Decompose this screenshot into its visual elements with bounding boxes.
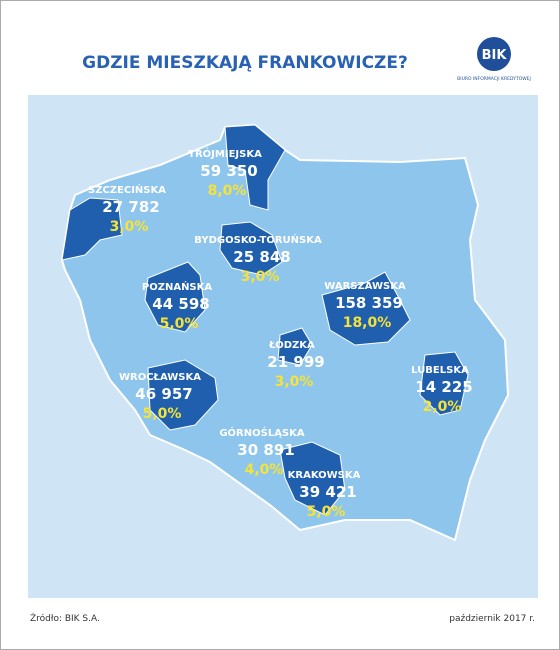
region-share: 8,0% (208, 183, 247, 199)
region-wroclawska (147, 359, 219, 431)
region-trojmiejska (224, 124, 286, 211)
title: GDZIE MIESZKAJĄ FRANKOWICZE? (82, 53, 408, 73)
poland (60, 123, 510, 542)
source: Źródło: BIK S.A. (30, 612, 100, 624)
region-krakowska (279, 441, 346, 516)
region-name: GÓRNOŚLĄSKA (219, 426, 305, 439)
region-szczecinska (61, 197, 123, 261)
logo-circle (477, 37, 511, 71)
region-warszawska (321, 271, 411, 346)
region-name: TRÓJMIEJSKA (188, 147, 262, 160)
region-share: 3,0% (275, 374, 314, 390)
region-bydgosko-torunska (219, 221, 283, 276)
region-count: 59 350 (200, 162, 257, 180)
region-count: 44 598 (152, 295, 209, 313)
region-lodzka (277, 327, 313, 366)
region-share: 3,0% (241, 269, 280, 285)
logo: BIK (482, 48, 508, 63)
region-count: 25 848 (233, 248, 290, 266)
region-name: KRAKOWSKA (288, 470, 361, 481)
region-name: POZNAŃSKA (142, 280, 213, 293)
region-share: 4,0% (245, 462, 284, 478)
date: październik 2017 r. (449, 614, 535, 624)
region-share: 2,0% (423, 399, 462, 415)
region-count: 158 359 (335, 294, 403, 312)
region-name: WROCŁAWSKA (119, 372, 201, 383)
region-share: 5,0% (160, 316, 199, 332)
region-name: WARSZAWSKA (324, 281, 406, 292)
region-name: LUBELSKA (411, 365, 469, 376)
region-count: 39 421 (299, 483, 356, 501)
region-lubelska (419, 351, 469, 416)
region-count: 27 782 (102, 198, 159, 216)
region-share: 3,0% (110, 219, 149, 235)
region-share: 18,0% (343, 315, 392, 331)
region-count: 21 999 (267, 353, 324, 371)
region-share: 5,0% (307, 504, 346, 520)
region-poznanska (144, 261, 206, 333)
region-count: 14 225 (415, 378, 472, 396)
region-count: 46 957 (135, 385, 192, 403)
region-name: SZCZECIŃSKA (88, 183, 166, 196)
region-name: ŁÓDZKA (268, 338, 315, 351)
logo-subtitle: BIURO INFORMACJI KREDYTOWEJ (457, 76, 531, 82)
region-name: BYDGOSKO-TORUŃSKA (194, 233, 322, 246)
highlighted-regions (61, 124, 469, 516)
region-count: 30 891 (237, 441, 294, 459)
region-share: 5,0% (143, 406, 182, 422)
